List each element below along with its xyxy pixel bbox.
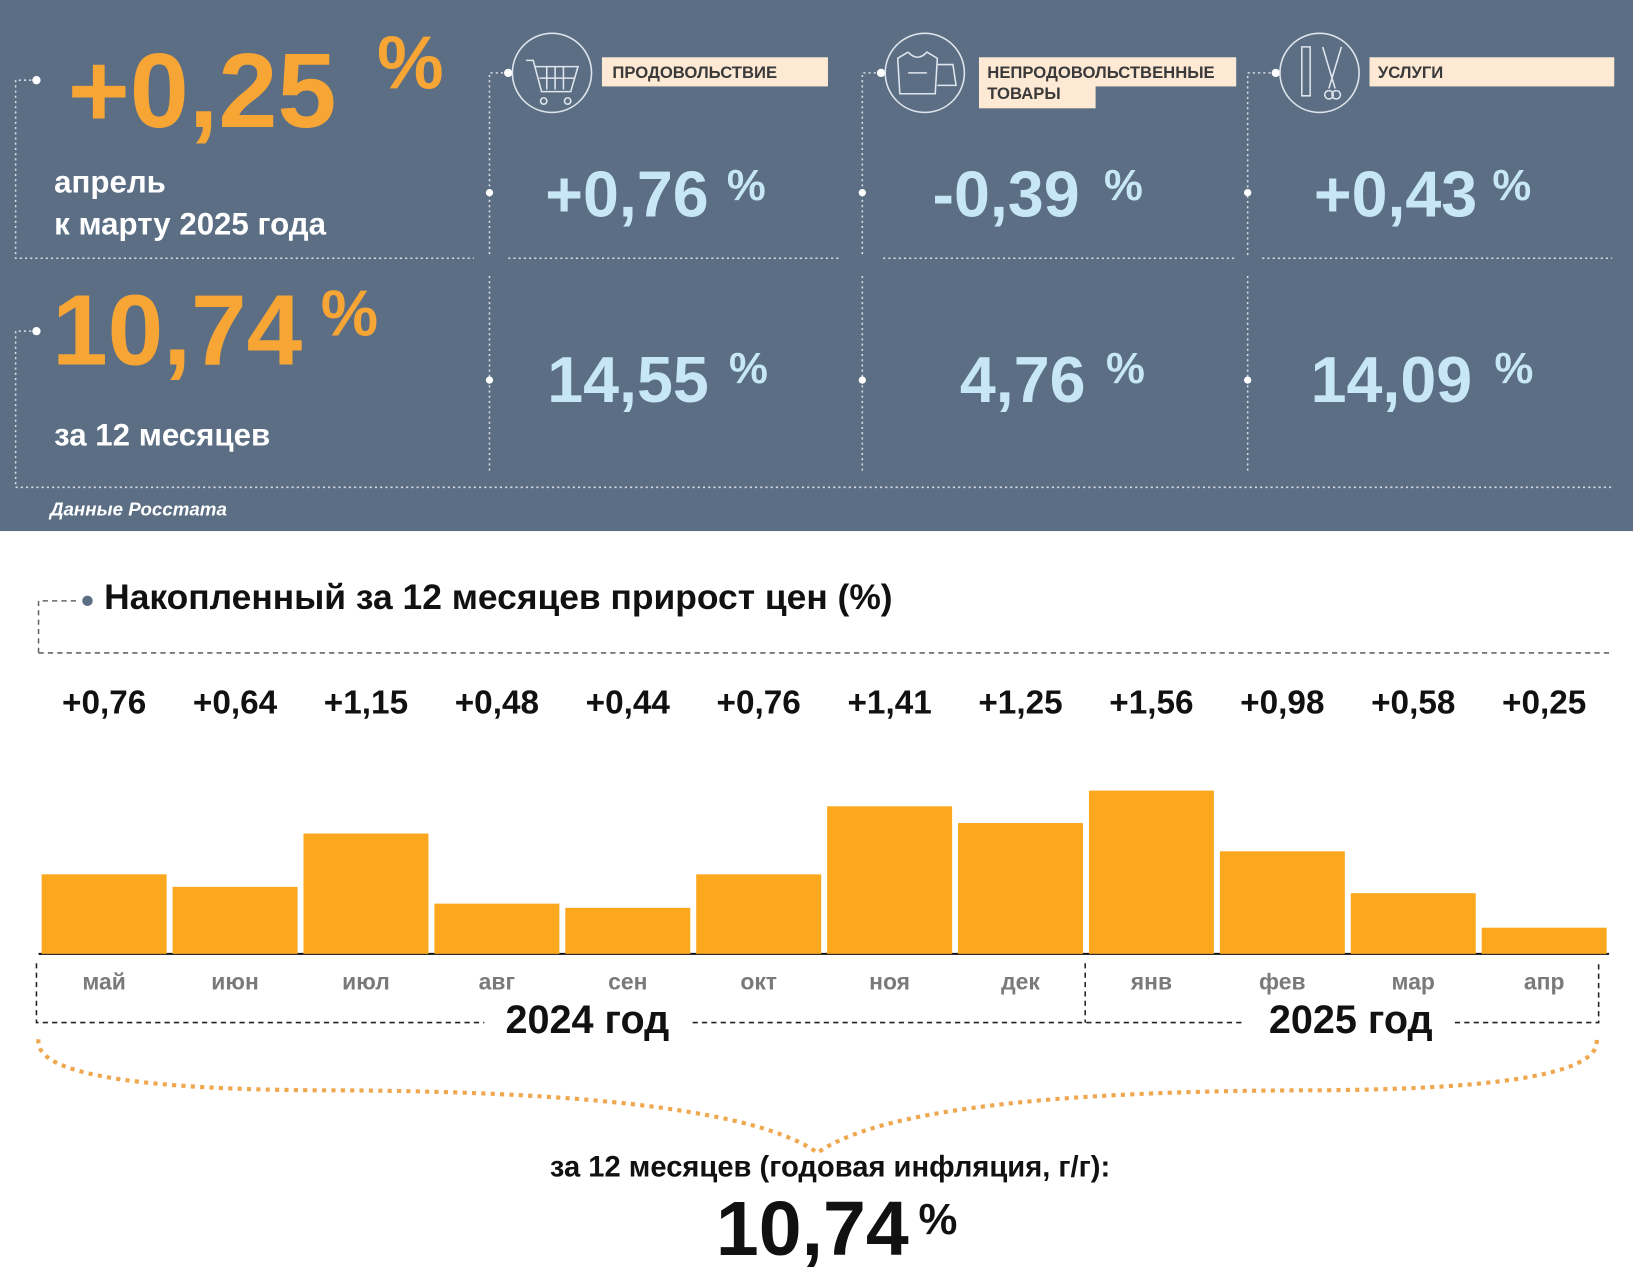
value-label: +0,76 xyxy=(62,684,146,721)
value-label: +0,48 xyxy=(455,684,539,721)
value-label: +1,41 xyxy=(847,684,931,721)
x-tick-label: авг xyxy=(479,968,515,994)
year-label: 2024 год xyxy=(506,998,670,1042)
bar xyxy=(696,874,822,954)
group-name: НЕПРОДОВОЛЬСТВЕННЫЕ xyxy=(987,63,1214,82)
panel-lines xyxy=(14,68,1615,489)
chart-title: Накопленный за 12 месяцев прирост цен (%… xyxy=(104,577,892,617)
value-label: +0,76 xyxy=(717,684,801,721)
total: 10,74 xyxy=(716,1186,909,1272)
value-label: +0,58 xyxy=(1371,684,1455,721)
x-tick-label: июл xyxy=(342,968,390,994)
annual-value: 10,74 xyxy=(52,274,303,386)
value-label: +0,98 xyxy=(1240,684,1324,721)
source: Данные Росстата xyxy=(48,498,227,519)
tag-box xyxy=(978,57,1237,87)
bar xyxy=(1088,790,1214,954)
x-tick-label: май xyxy=(82,968,125,994)
chart-frame xyxy=(35,595,1610,1156)
percent: % xyxy=(1494,344,1533,393)
bar xyxy=(565,907,691,954)
x-tick-label: окт xyxy=(740,968,777,994)
tag-box xyxy=(1369,57,1615,87)
group-name: УСЛУГИ xyxy=(1378,63,1443,82)
group-monthly: -0,39 xyxy=(932,159,1079,231)
percent: % xyxy=(1104,161,1143,210)
tag-box xyxy=(978,83,1096,109)
value-label: +1,15 xyxy=(324,684,408,721)
footer: за 12 месяцев (годовая инфляция, г/г): xyxy=(550,1152,1110,1184)
monthly-value: +0,25 xyxy=(68,31,337,150)
bar xyxy=(172,886,298,954)
group-monthly: +0,76 xyxy=(545,159,708,231)
x-tick-label: ноя xyxy=(869,968,910,994)
bar xyxy=(1219,851,1345,954)
group-annual: 4,76 xyxy=(960,344,1086,416)
total-unit: % xyxy=(919,1195,958,1244)
bar xyxy=(1350,893,1476,954)
value-label: +0,25 xyxy=(1502,684,1586,721)
annual-label: за 12 месяцев xyxy=(54,418,270,453)
x-tick-label: июн xyxy=(211,968,258,994)
x-tick-label: сен xyxy=(608,968,647,994)
bar xyxy=(41,874,167,954)
x-tick-label: мар xyxy=(1392,968,1435,994)
group-annual: 14,09 xyxy=(1311,344,1473,416)
percent: % xyxy=(321,277,378,349)
percent: % xyxy=(1106,344,1145,393)
group-monthly: +0,43 xyxy=(1314,159,1477,231)
bar xyxy=(827,806,953,954)
value-label: +0,44 xyxy=(586,684,671,721)
year-label: 2025 год xyxy=(1269,998,1433,1042)
percent: % xyxy=(729,344,768,393)
x-tick-label: дек xyxy=(1001,968,1040,994)
monthly-label: к марту 2025 года xyxy=(54,206,326,241)
percent: % xyxy=(377,21,444,105)
monthly-label: апрель xyxy=(54,165,166,200)
group-name: ПРОДОВОЛЬСТВИЕ xyxy=(612,63,777,82)
x-tick-label: фев xyxy=(1259,968,1306,994)
icons xyxy=(511,32,1360,114)
bar xyxy=(1481,927,1607,954)
summary-panel xyxy=(0,0,1633,532)
value-label: +1,56 xyxy=(1109,684,1193,721)
value-label: +0,64 xyxy=(193,684,278,721)
group-name: ТОВАРЫ xyxy=(987,84,1060,103)
bar xyxy=(958,823,1084,954)
x-tick-label: янв xyxy=(1130,968,1172,994)
x-tick-label: апр xyxy=(1524,968,1565,994)
percent: % xyxy=(727,161,766,210)
value-label: +1,25 xyxy=(978,684,1062,721)
percent: % xyxy=(1492,161,1531,210)
bar xyxy=(303,833,429,954)
group-annual: 14,55 xyxy=(547,344,709,416)
bar xyxy=(434,903,560,954)
tag-box xyxy=(601,57,828,87)
